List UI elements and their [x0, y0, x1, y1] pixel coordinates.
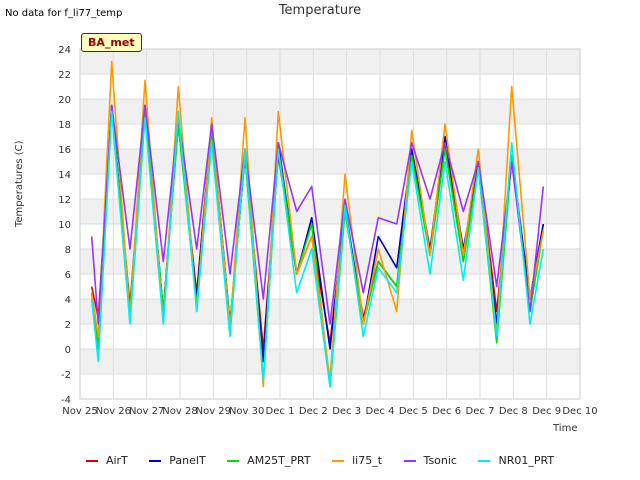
- plot-band: [80, 49, 580, 74]
- plot-band: [80, 99, 580, 124]
- y-tick-label: 8: [65, 245, 71, 256]
- x-axis-label: Time: [553, 423, 578, 434]
- y-tick-label: 4: [65, 295, 71, 306]
- y-tick-label: -4: [61, 395, 71, 406]
- station-badge: BA_met: [81, 33, 142, 52]
- plot-band: [80, 74, 580, 99]
- x-tick-label: Nov 29: [196, 406, 231, 417]
- x-tick-label: Nov 30: [229, 406, 264, 417]
- plot-band: [80, 199, 580, 224]
- legend-item-tsonic: Tsonic: [403, 454, 457, 467]
- x-tick-label: Nov 27: [129, 406, 164, 417]
- x-tick-label: Dec 2: [299, 406, 328, 417]
- y-axis-label: Temperatures (C): [14, 140, 25, 227]
- series-line-nr01-prt: [90, 110, 545, 388]
- plot-band: [80, 174, 580, 199]
- series-line-li75-t: [90, 60, 545, 388]
- plot-band: [80, 224, 580, 249]
- legend-label: Tsonic: [423, 454, 457, 467]
- legend-item-panelt: PanelT: [149, 454, 206, 467]
- legend-label: li75_t: [352, 454, 383, 467]
- plot-band: [80, 124, 580, 149]
- legend-swatch: [403, 460, 416, 462]
- y-tick-label: 20: [58, 95, 71, 106]
- x-tick-label: Dec 4: [366, 406, 395, 417]
- legend-swatch: [227, 460, 240, 462]
- x-tick-label: Dec 8: [499, 406, 528, 417]
- x-tick-label: Dec 10: [562, 406, 597, 417]
- plot-band: [80, 274, 580, 299]
- legend-swatch: [85, 460, 98, 462]
- legend-label: NR01_PRT: [498, 454, 555, 467]
- y-tick-label: 2: [65, 320, 71, 331]
- y-tick-label: 10: [58, 220, 71, 231]
- legend-label: AM25T_PRT: [247, 454, 311, 467]
- plot-band: [80, 249, 580, 274]
- series-lines: [90, 60, 545, 388]
- y-tick-label: 12: [58, 195, 71, 206]
- y-tick-label: 18: [58, 120, 71, 131]
- legend-swatch: [478, 460, 491, 462]
- no-data-note: No data for f_li77_temp: [5, 8, 123, 19]
- y-tick-label: 22: [58, 70, 71, 81]
- y-tick-label: 6: [65, 270, 71, 281]
- legend-item-am25t-prt: AM25T_PRT: [227, 454, 311, 467]
- y-tick-label: 0: [65, 345, 71, 356]
- legend-item-li75-t: li75_t: [332, 454, 382, 467]
- x-tick-label: Dec 6: [432, 406, 461, 417]
- x-tick-label: Dec 7: [466, 406, 495, 417]
- x-tick-label: Nov 25: [62, 406, 97, 417]
- legend-swatch: [149, 460, 162, 462]
- x-tick-label: Dec 3: [332, 406, 361, 417]
- legend-item-airt: AirT: [85, 454, 128, 467]
- y-tick-label: 16: [58, 145, 71, 156]
- legend: AirT PanelT AM25T_PRT li75_t Tsonic NR01…: [0, 454, 640, 467]
- y-tick-label: -2: [61, 370, 71, 381]
- x-tick-label: Nov 28: [162, 406, 197, 417]
- plot-frame: [79, 48, 581, 400]
- x-tick-label: Dec 5: [399, 406, 428, 417]
- legend-item-nr01-prt: NR01_PRT: [478, 454, 554, 467]
- x-tick-label: Dec 1: [266, 406, 295, 417]
- x-tick-label: Nov 26: [96, 406, 131, 417]
- axes: [79, 48, 581, 400]
- legend-swatch: [332, 460, 345, 462]
- y-tick-label: 24: [58, 45, 71, 56]
- x-tick-label: Dec 9: [532, 406, 561, 417]
- legend-label: AirT: [105, 454, 128, 467]
- chart-title: Temperature: [278, 3, 362, 18]
- series-line-tsonic: [90, 104, 545, 325]
- y-tick-label: 14: [58, 170, 71, 181]
- plot-band: [80, 149, 580, 174]
- legend-label: PanelT: [169, 454, 206, 467]
- plot-bands: [80, 49, 580, 399]
